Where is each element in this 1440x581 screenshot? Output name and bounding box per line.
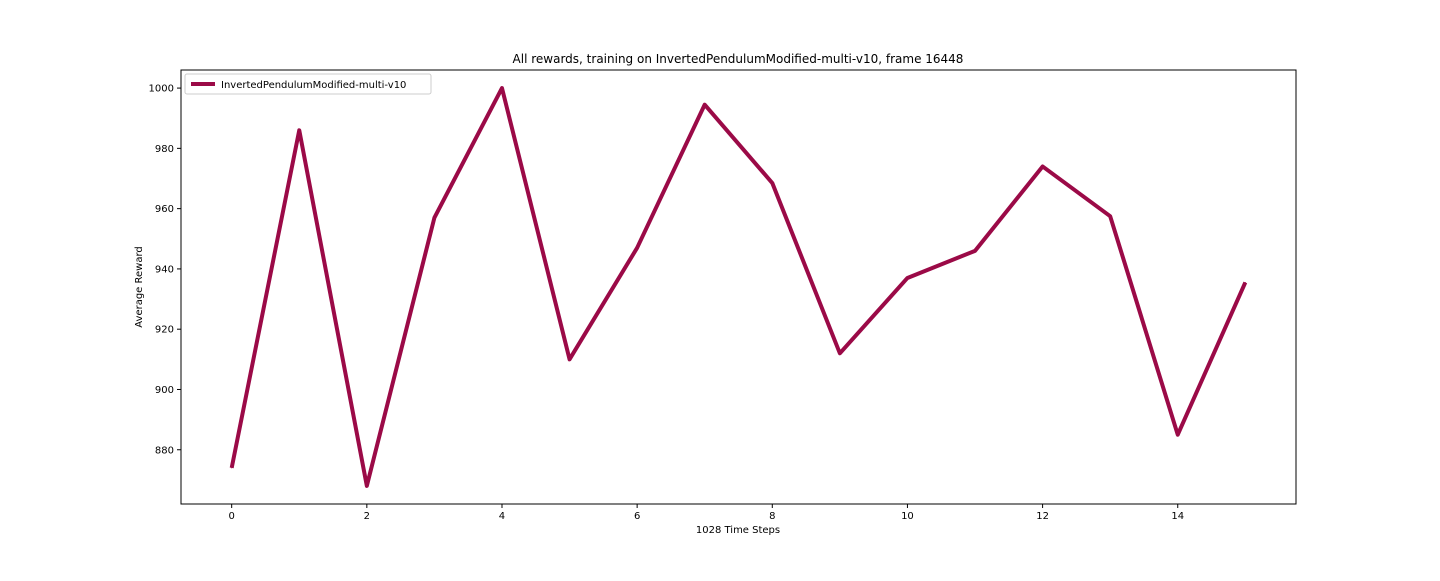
data-point bbox=[839, 352, 841, 354]
y-tick-label: 940 bbox=[155, 264, 174, 275]
y-tick-label: 1000 bbox=[149, 84, 174, 95]
y-tick-label: 960 bbox=[155, 204, 174, 215]
x-axis-label: 1028 Time Steps bbox=[696, 525, 780, 536]
chart-title: All rewards, training on InvertedPendulu… bbox=[513, 52, 964, 66]
legend-label: InvertedPendulumModified-multi-v10 bbox=[221, 80, 406, 91]
data-point bbox=[771, 182, 773, 184]
x-tick-label: 8 bbox=[769, 511, 775, 522]
data-point bbox=[501, 87, 503, 89]
y-tick-label: 980 bbox=[155, 144, 174, 155]
plot-area: 0 2 4 6 8 10 12 14 880 900 920 940 960 980 1000 bbox=[149, 69, 1297, 522]
x-tick-label: 14 bbox=[1171, 511, 1184, 522]
x-tick-label: 10 bbox=[901, 511, 914, 522]
data-point bbox=[974, 250, 976, 252]
data-point bbox=[1109, 215, 1111, 217]
x-tick-label: 6 bbox=[634, 511, 640, 522]
data-point bbox=[1042, 165, 1044, 167]
y-axis-label: Average Reward bbox=[134, 246, 145, 327]
data-point bbox=[704, 104, 706, 106]
data-point bbox=[1244, 281, 1246, 283]
data-point bbox=[298, 129, 300, 131]
x-tick-label: 0 bbox=[228, 511, 234, 522]
x-tick-label: 12 bbox=[1036, 511, 1049, 522]
legend-frame bbox=[184, 73, 432, 95]
data-point bbox=[231, 467, 233, 469]
y-tick-label: 920 bbox=[155, 325, 174, 336]
axes-frame bbox=[180, 69, 1297, 505]
x-tick-label: 4 bbox=[499, 511, 505, 522]
data-point bbox=[1177, 434, 1179, 436]
y-tick-label: 880 bbox=[155, 445, 174, 456]
x-tick-label: 2 bbox=[364, 511, 370, 522]
data-point bbox=[636, 247, 638, 249]
legend: InvertedPendulumModified-multi-v10 bbox=[184, 73, 432, 95]
data-point bbox=[366, 485, 368, 487]
series-line bbox=[229, 86, 1248, 488]
y-tick-label: 900 bbox=[155, 385, 174, 396]
data-point bbox=[433, 217, 435, 219]
data-point bbox=[906, 277, 908, 279]
data-point bbox=[569, 358, 571, 360]
